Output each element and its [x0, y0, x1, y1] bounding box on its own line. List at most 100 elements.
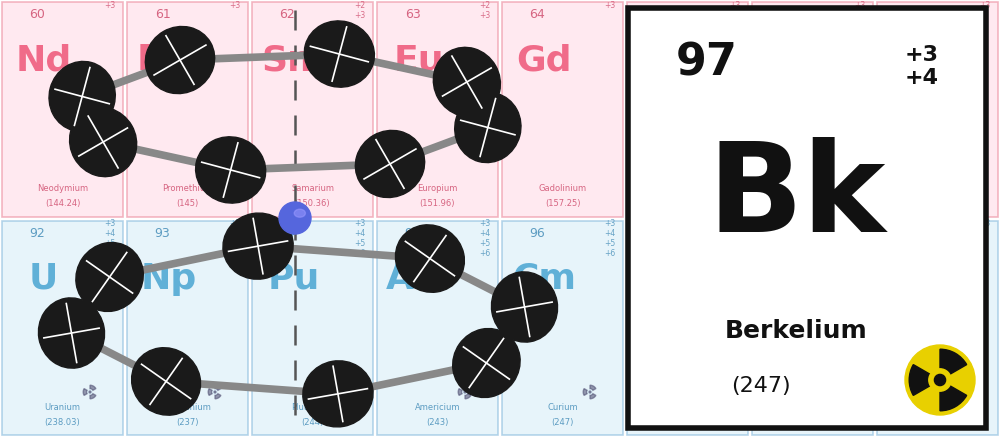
Text: 62: 62	[280, 8, 295, 21]
Wedge shape	[208, 388, 212, 395]
Bar	[877, 221, 998, 435]
Text: Bk: Bk	[643, 262, 694, 295]
Text: +4: +4	[729, 229, 741, 238]
Text: +3: +3	[729, 219, 741, 228]
Text: +3: +3	[854, 219, 866, 228]
Circle shape	[338, 390, 342, 394]
Text: Ho: Ho	[891, 43, 946, 77]
Bar	[252, 2, 373, 216]
Ellipse shape	[49, 62, 115, 132]
Bar	[877, 2, 998, 216]
Text: +6: +6	[604, 249, 616, 258]
Text: 97: 97	[676, 41, 738, 84]
Bar	[377, 221, 498, 435]
Text: Neptunium: Neptunium	[164, 402, 211, 412]
Wedge shape	[840, 385, 846, 390]
Text: Californium: Californium	[788, 402, 837, 412]
Circle shape	[588, 390, 592, 394]
Text: +6: +6	[354, 249, 366, 258]
Text: +3: +3	[604, 219, 616, 228]
Wedge shape	[965, 394, 971, 399]
Ellipse shape	[455, 93, 521, 163]
Text: 95: 95	[405, 227, 420, 240]
Text: 65: 65	[655, 8, 670, 21]
Text: Dysprosium: Dysprosium	[788, 184, 838, 193]
Ellipse shape	[453, 329, 520, 398]
Text: (251): (251)	[801, 417, 824, 427]
Circle shape	[838, 390, 842, 394]
Text: +3: +3	[354, 219, 366, 228]
Text: (157.25): (157.25)	[545, 199, 580, 208]
Text: +3: +3	[104, 0, 116, 10]
Bar	[377, 2, 498, 216]
Wedge shape	[965, 385, 971, 390]
Bar	[2, 221, 123, 435]
Bar	[127, 2, 248, 216]
Text: (145): (145)	[176, 199, 199, 208]
Bar	[502, 2, 623, 216]
Ellipse shape	[145, 27, 215, 94]
Text: (164.93): (164.93)	[920, 199, 955, 208]
Ellipse shape	[223, 213, 293, 279]
Text: +3: +3	[979, 0, 991, 10]
Bar	[752, 2, 873, 216]
Wedge shape	[90, 394, 96, 399]
Ellipse shape	[294, 209, 305, 217]
Ellipse shape	[491, 272, 558, 342]
Text: Es: Es	[896, 262, 942, 295]
Bar	[252, 221, 373, 435]
Text: Curium: Curium	[547, 402, 578, 412]
Text: (244): (244)	[301, 417, 324, 427]
Text: +4: +4	[229, 229, 241, 238]
Text: Neodymium: Neodymium	[37, 184, 88, 193]
Text: Plutonium: Plutonium	[291, 402, 334, 412]
Text: Np: Np	[141, 262, 197, 295]
Bar	[127, 221, 248, 435]
Ellipse shape	[355, 130, 425, 198]
Text: 64: 64	[530, 8, 545, 21]
Wedge shape	[909, 364, 930, 395]
Text: +3
+4: +3 +4	[905, 45, 939, 88]
Ellipse shape	[70, 108, 137, 177]
Wedge shape	[833, 388, 837, 395]
Text: Berkelium: Berkelium	[666, 402, 709, 412]
Ellipse shape	[433, 47, 500, 117]
Text: +3: +3	[229, 219, 241, 228]
Circle shape	[964, 391, 966, 393]
Text: (243): (243)	[426, 417, 449, 427]
Circle shape	[214, 391, 216, 393]
Bar	[628, 8, 986, 428]
Text: 98: 98	[780, 227, 795, 240]
Circle shape	[839, 391, 841, 393]
Text: +4: +4	[729, 10, 741, 20]
Bar	[627, 221, 748, 435]
Text: Samarium: Samarium	[291, 184, 334, 193]
Bar	[2, 2, 123, 216]
Text: Einsteinium: Einsteinium	[913, 402, 962, 412]
Text: (158.93): (158.93)	[670, 199, 705, 208]
Text: Cf: Cf	[773, 262, 815, 295]
Text: Tb: Tb	[644, 43, 694, 77]
Text: Holmium: Holmium	[919, 184, 956, 193]
Text: 99: 99	[905, 227, 920, 240]
Text: +2: +2	[354, 0, 366, 10]
Text: Europium: Europium	[417, 184, 458, 193]
Wedge shape	[340, 385, 346, 390]
Circle shape	[279, 202, 311, 234]
Text: +3: +3	[229, 0, 241, 10]
Wedge shape	[715, 385, 721, 390]
Text: (238.03): (238.03)	[45, 417, 80, 427]
Wedge shape	[958, 388, 962, 395]
Text: (162.50): (162.50)	[795, 199, 830, 208]
Text: (247): (247)	[676, 417, 699, 427]
Wedge shape	[940, 349, 967, 374]
Text: Pm: Pm	[137, 43, 201, 77]
Circle shape	[714, 391, 716, 393]
Text: 60: 60	[30, 8, 45, 21]
Text: Dy: Dy	[767, 43, 820, 77]
Ellipse shape	[303, 361, 373, 427]
Text: (151.96): (151.96)	[420, 199, 455, 208]
Wedge shape	[340, 394, 346, 399]
Text: +4: +4	[479, 229, 491, 238]
Text: Eu: Eu	[394, 43, 444, 77]
